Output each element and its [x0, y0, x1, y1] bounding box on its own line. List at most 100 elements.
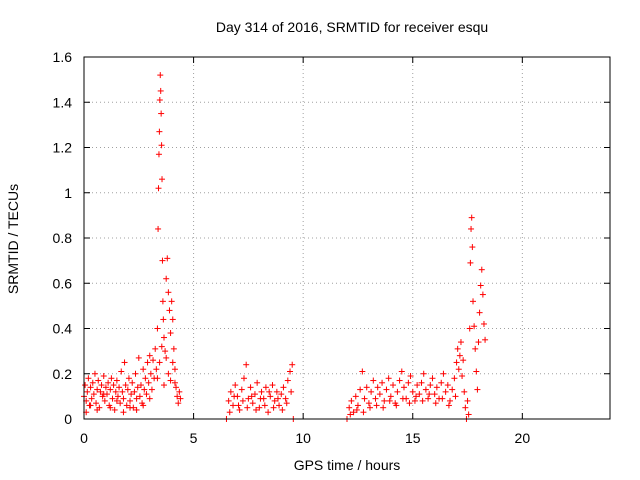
data-point — [124, 386, 131, 393]
data-point — [154, 325, 161, 332]
data-point — [230, 402, 237, 409]
data-point — [148, 386, 155, 393]
data-point — [159, 298, 166, 305]
data-point — [431, 391, 438, 398]
data-point — [432, 400, 439, 407]
data-point — [170, 345, 177, 352]
data-point — [143, 391, 150, 398]
data-point — [254, 379, 261, 386]
data-point — [387, 393, 394, 400]
data-point — [461, 388, 468, 395]
data-point — [477, 282, 484, 289]
data-point — [150, 357, 157, 364]
data-point — [113, 377, 120, 384]
data-point — [480, 320, 487, 327]
data-point — [134, 384, 141, 391]
data-point — [363, 384, 370, 391]
data-point — [418, 379, 425, 386]
plot-frame — [83, 56, 611, 420]
data-point — [119, 388, 126, 395]
y-axis-label: SRMTID / TECUs — [5, 184, 21, 294]
data-point — [167, 330, 174, 337]
data-point — [169, 316, 176, 323]
data-point — [438, 379, 445, 386]
data-point — [227, 388, 234, 395]
data-point — [444, 382, 451, 389]
data-point — [398, 368, 405, 375]
y-tick-label: 0 — [64, 411, 72, 427]
data-point — [166, 307, 173, 314]
data-point — [90, 391, 97, 398]
data-point — [120, 395, 127, 402]
data-point — [245, 395, 252, 402]
data-point — [118, 368, 125, 375]
data-point — [85, 375, 92, 382]
data-point — [160, 334, 167, 341]
data-point — [284, 377, 291, 384]
data-point — [459, 373, 466, 380]
data-point — [175, 400, 182, 407]
data-point — [157, 72, 164, 79]
data-point — [141, 386, 148, 393]
data-point — [411, 397, 418, 404]
data-point — [273, 388, 280, 395]
data-point — [111, 406, 118, 413]
data-point — [399, 395, 406, 402]
data-point — [174, 393, 181, 400]
data-point — [283, 400, 290, 407]
data-point — [468, 225, 475, 232]
data-point — [380, 404, 387, 411]
data-point — [468, 214, 475, 221]
data-point — [367, 404, 374, 411]
data-point — [360, 409, 367, 416]
data-point — [439, 395, 446, 402]
y-tick-label: 0.2 — [53, 366, 73, 382]
data-point — [359, 368, 366, 375]
data-point — [105, 379, 112, 386]
data-point — [160, 316, 167, 323]
data-point — [425, 395, 432, 402]
data-point — [163, 354, 170, 361]
data-point — [122, 382, 129, 389]
data-point — [239, 397, 246, 404]
data-point — [247, 384, 254, 391]
data-point — [482, 336, 489, 343]
data-point — [390, 382, 397, 389]
data-point — [121, 359, 128, 366]
data-point — [101, 397, 108, 404]
data-point — [449, 386, 456, 393]
data-point — [393, 402, 400, 409]
data-point — [240, 375, 247, 382]
data-point — [155, 151, 162, 158]
data-point — [447, 397, 454, 404]
data-point — [381, 397, 388, 404]
data-point — [456, 352, 463, 359]
data-point — [453, 359, 460, 366]
data-point — [142, 375, 149, 382]
y-tick-labels: 0 0.2 0.4 0.6 0.8 1 1.2 1.4 1.6 — [53, 49, 73, 427]
data-point — [280, 384, 287, 391]
data-point — [261, 402, 268, 409]
data-point — [113, 397, 120, 404]
data-point — [244, 404, 251, 411]
chart-title: Day 314 of 2016, SRMTID for receiver esq… — [216, 19, 488, 35]
data-point — [475, 339, 482, 346]
data-point — [95, 377, 102, 384]
data-point — [457, 339, 464, 346]
data-point — [386, 397, 393, 404]
data-point — [373, 402, 380, 409]
data-point — [117, 400, 124, 407]
data-point — [133, 395, 140, 402]
data-point — [354, 402, 361, 409]
data-point — [258, 388, 265, 395]
data-point — [266, 388, 273, 395]
data-point — [471, 323, 478, 330]
data-point — [464, 397, 471, 404]
data-point — [108, 375, 115, 382]
data-point — [173, 384, 180, 391]
data-point — [89, 379, 96, 386]
data-point — [413, 393, 420, 400]
data-point — [416, 391, 423, 398]
data-point — [462, 404, 469, 411]
